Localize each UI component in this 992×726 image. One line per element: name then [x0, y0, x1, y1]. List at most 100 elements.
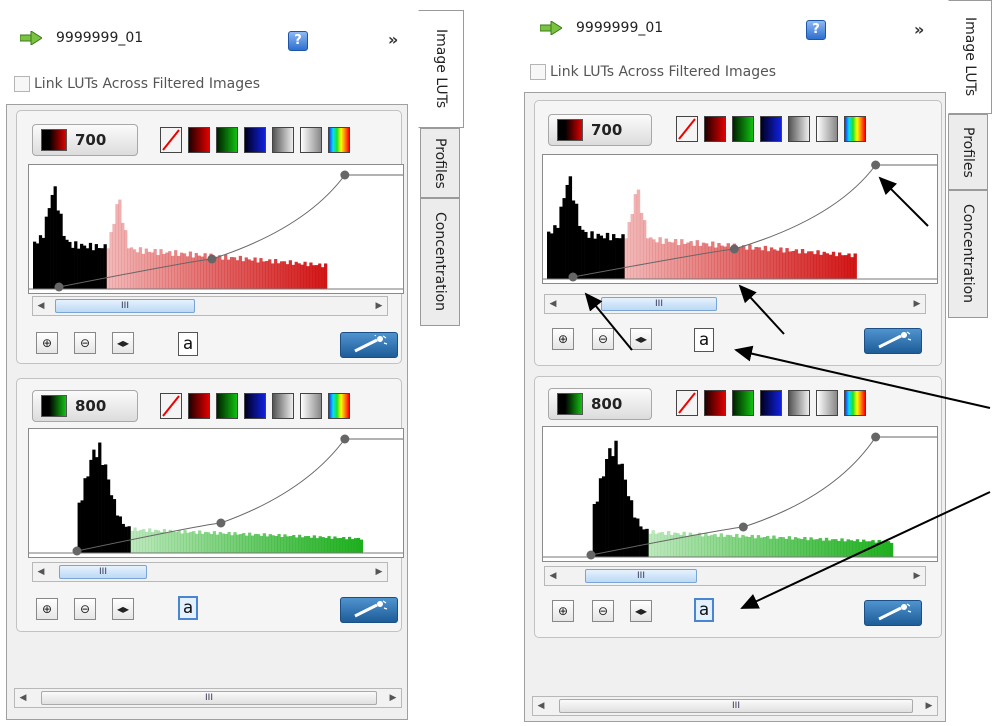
link-luts-checkbox[interactable] — [14, 76, 30, 92]
scroll-right-icon[interactable]: ▶ — [389, 693, 397, 703]
forward-arrow-icon[interactable] — [19, 30, 43, 46]
zoom-out-icon[interactable]: ⊖ — [592, 328, 614, 350]
scroll-right-icon[interactable]: ▶ — [375, 301, 383, 311]
scroll-thumb[interactable]: III — [585, 569, 697, 583]
histogram-bar — [738, 537, 742, 557]
lut-swatch-blue[interactable] — [244, 393, 266, 419]
zoom-in-icon[interactable]: ⊕ — [36, 332, 58, 354]
auto-contrast-icon[interactable]: a — [694, 328, 714, 352]
magic-wand-icon[interactable] — [340, 332, 398, 358]
help-icon[interactable]: ? — [288, 31, 308, 51]
lut-swatch-green[interactable] — [732, 116, 754, 142]
histogram-bar — [141, 253, 146, 289]
tab-concentration[interactable]: Concentration — [420, 198, 460, 326]
tab-profiles[interactable]: Profiles — [420, 128, 460, 198]
zoom-in-icon[interactable]: ⊕ — [552, 328, 574, 350]
auto-contrast-icon[interactable]: a — [178, 596, 198, 620]
tab-image-luts[interactable]: Image LUTs — [948, 0, 992, 114]
scroll-left-icon[interactable]: ◀ — [37, 567, 45, 577]
lut-swatch-inverse-gray[interactable] — [300, 393, 322, 419]
histogram-700[interactable] — [28, 164, 404, 294]
channel-button-800[interactable]: 800 — [32, 390, 138, 422]
lut-swatch-blue[interactable] — [760, 390, 782, 416]
lut-swatch-rainbow[interactable] — [844, 116, 866, 142]
link-luts-row[interactable]: Link LUTs Across Filtered Images — [530, 64, 776, 80]
panel-scrollbar[interactable]: ◀ III ▶ — [14, 688, 402, 708]
panel-scrollbar[interactable]: ◀ III ▶ — [532, 696, 938, 716]
help-icon[interactable]: ? — [806, 20, 826, 40]
channel-button-800[interactable]: 800 — [548, 388, 652, 420]
lut-swatch-blue[interactable] — [244, 127, 266, 153]
lut-swatch-green[interactable] — [216, 393, 238, 419]
scroll-thumb[interactable]: III — [559, 699, 913, 713]
scroll-right-icon[interactable]: ▶ — [375, 567, 383, 577]
fit-width-icon[interactable]: ◂▸ — [112, 332, 134, 354]
lut-swatch-red[interactable] — [188, 127, 210, 153]
scroll-thumb[interactable]: III — [59, 565, 147, 579]
lut-control-point — [738, 522, 748, 532]
histogram-700[interactable] — [542, 154, 938, 284]
lut-swatch-rainbow[interactable] — [328, 393, 350, 419]
lut-swatch-none[interactable] — [676, 390, 698, 416]
channel-button-700[interactable]: 700 — [548, 114, 652, 146]
zoom-out-icon[interactable]: ⊖ — [74, 332, 96, 354]
link-luts-row[interactable]: Link LUTs Across Filtered Images — [14, 76, 260, 92]
lut-swatch-none[interactable] — [160, 127, 182, 153]
lut-swatch-gray[interactable] — [788, 116, 810, 142]
fit-width-icon[interactable]: ◂▸ — [630, 328, 652, 350]
histogram-scrollbar[interactable]: ◀ III ▶ — [544, 294, 926, 314]
lut-swatch-inverse-gray[interactable] — [300, 127, 322, 153]
magic-wand-icon[interactable] — [864, 328, 922, 354]
scroll-right-icon[interactable]: ▶ — [913, 571, 921, 581]
fit-width-icon[interactable]: ◂▸ — [112, 598, 134, 620]
lut-swatch-rainbow[interactable] — [328, 127, 350, 153]
histogram-scrollbar[interactable]: ◀ III ▶ — [544, 566, 926, 586]
tab-profiles[interactable]: Profiles — [948, 114, 988, 190]
scroll-left-icon[interactable]: ◀ — [549, 299, 557, 309]
fit-width-icon[interactable]: ◂▸ — [630, 600, 652, 622]
lut-swatch-red[interactable] — [704, 116, 726, 142]
scroll-right-icon[interactable]: ▶ — [925, 701, 933, 711]
scroll-thumb[interactable]: III — [601, 297, 717, 311]
lut-swatch-inverse-gray[interactable] — [816, 390, 838, 416]
lut-swatch-none[interactable] — [160, 393, 182, 419]
zoom-out-icon[interactable]: ⊖ — [592, 600, 614, 622]
lut-swatch-green[interactable] — [732, 390, 754, 416]
magic-wand-icon[interactable] — [340, 597, 398, 623]
lut-swatch-inverse-gray[interactable] — [816, 116, 838, 142]
scroll-left-icon[interactable]: ◀ — [549, 571, 557, 581]
expand-icon[interactable]: » — [388, 30, 399, 49]
lut-swatch-gray[interactable] — [272, 393, 294, 419]
histogram-bar — [168, 529, 172, 553]
forward-arrow-icon[interactable] — [539, 20, 563, 36]
tab-image-luts[interactable]: Image LUTs — [418, 10, 464, 128]
link-luts-checkbox[interactable] — [530, 64, 546, 80]
scroll-thumb[interactable]: III — [55, 299, 195, 313]
lut-swatch-gray[interactable] — [788, 390, 810, 416]
expand-icon[interactable]: » — [914, 20, 925, 39]
scroll-left-icon[interactable]: ◀ — [37, 301, 45, 311]
tab-concentration[interactable]: Concentration — [948, 190, 988, 318]
histogram-scrollbar[interactable]: ◀ III ▶ — [32, 296, 388, 316]
lut-swatch-none[interactable] — [676, 116, 698, 142]
scroll-right-icon[interactable]: ▶ — [913, 299, 921, 309]
histogram-scrollbar[interactable]: ◀ III ▶ — [32, 562, 388, 582]
scroll-left-icon[interactable]: ◀ — [537, 701, 545, 711]
lut-swatch-red[interactable] — [188, 393, 210, 419]
auto-contrast-icon[interactable]: a — [694, 598, 714, 622]
scroll-thumb[interactable]: III — [41, 691, 377, 705]
channel-button-700[interactable]: 700 — [32, 124, 138, 156]
histogram-800[interactable] — [542, 426, 938, 562]
zoom-in-icon[interactable]: ⊕ — [36, 598, 58, 620]
lut-swatch-blue[interactable] — [760, 116, 782, 142]
histogram-800[interactable] — [28, 428, 404, 558]
lut-swatch-rainbow[interactable] — [844, 390, 866, 416]
lut-swatch-green[interactable] — [216, 127, 238, 153]
scroll-left-icon[interactable]: ◀ — [19, 693, 27, 703]
lut-swatch-gray[interactable] — [272, 127, 294, 153]
zoom-out-icon[interactable]: ⊖ — [74, 598, 96, 620]
lut-swatch-red[interactable] — [704, 390, 726, 416]
magic-wand-icon[interactable] — [864, 600, 922, 626]
zoom-in-icon[interactable]: ⊕ — [552, 600, 574, 622]
auto-contrast-icon[interactable]: a — [178, 332, 198, 356]
